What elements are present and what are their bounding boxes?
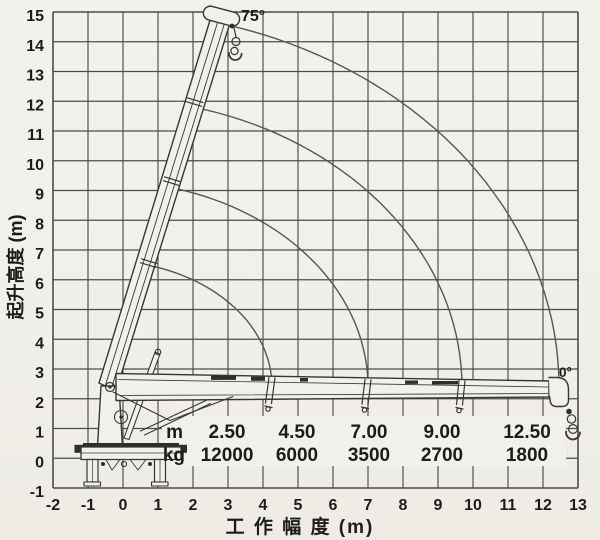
horizontal-boom-lines bbox=[117, 379, 550, 396]
hook-0-pin bbox=[566, 408, 572, 415]
boom-tip-arc bbox=[146, 264, 273, 388]
y-tick-label: 12 bbox=[26, 97, 44, 114]
table-radius-value: 2.50 bbox=[209, 422, 246, 443]
table-load-value: 3500 bbox=[348, 445, 390, 466]
base-detail-hook bbox=[120, 460, 128, 468]
x-tick-label: 4 bbox=[259, 497, 268, 514]
horizontal-boom-head bbox=[548, 376, 570, 408]
table-radius-value: 7.00 bbox=[351, 422, 388, 443]
labels: 75° 0° 工 作 幅 度 (m) 起升高度 (m) m kg -2 -1 0 1 2… bbox=[5, 8, 587, 538]
outrigger-foot-left bbox=[83, 481, 102, 487]
turret-bearing bbox=[113, 409, 129, 425]
outrigger-foot-right bbox=[150, 481, 169, 487]
hook-0-shackle bbox=[566, 414, 577, 424]
y-tick-label: 5 bbox=[35, 306, 44, 323]
table-background bbox=[162, 416, 566, 466]
x-tick-label: 9 bbox=[434, 497, 443, 514]
boom-head-sheave-icon bbox=[229, 23, 235, 29]
x-tick-label: -2 bbox=[46, 497, 60, 514]
x-tick-label: 1 bbox=[154, 497, 163, 514]
x-tick-label: 0 bbox=[119, 497, 128, 514]
boom-tip-arcs bbox=[146, 24, 560, 388]
truck-base bbox=[74, 443, 187, 487]
turret-bearing-center bbox=[119, 415, 123, 419]
x-axis-title: 工 作 幅 度 (m) bbox=[226, 515, 375, 538]
lift-cylinder-pin bbox=[154, 348, 162, 356]
boom-section-marks bbox=[211, 375, 458, 385]
x-tick-label: 12 bbox=[534, 497, 552, 514]
y-tick-label: 13 bbox=[26, 68, 44, 85]
y-tick-label: 15 bbox=[26, 8, 44, 25]
hook-0-sheave bbox=[567, 424, 578, 435]
table-load-value: 6000 bbox=[276, 445, 318, 466]
boom-tip-arc bbox=[168, 186, 369, 388]
crane-drawing bbox=[74, 5, 581, 487]
y-tick-label: 14 bbox=[26, 38, 44, 55]
table-load-label: kg bbox=[163, 445, 185, 466]
table-radius-value: 12.50 bbox=[503, 422, 551, 443]
raised-boom-head bbox=[202, 5, 241, 27]
boom-tip-arc bbox=[191, 105, 463, 388]
table-radius-label: m bbox=[166, 422, 183, 443]
x-tick-label: 5 bbox=[294, 497, 303, 514]
x-tick-label: 6 bbox=[329, 497, 338, 514]
y-axis-title: 起升高度 (m) bbox=[5, 215, 26, 321]
x-tick-label: -1 bbox=[81, 497, 95, 514]
hook-75-icon bbox=[228, 52, 243, 61]
table-radius-value: 4.50 bbox=[279, 422, 316, 443]
hook-75-link bbox=[233, 27, 237, 38]
table-load-value: 1800 bbox=[506, 445, 548, 466]
hook-75-sheave bbox=[230, 46, 239, 56]
hook-75-shackle bbox=[231, 36, 241, 47]
raised-boom-joint-marks bbox=[139, 97, 204, 268]
boom-tip-arc bbox=[227, 24, 560, 388]
x-tick-label: 8 bbox=[399, 497, 408, 514]
x-tick-label: 2 bbox=[189, 497, 198, 514]
y-tick-label: 10 bbox=[26, 157, 44, 174]
y-tick-label: 9 bbox=[35, 187, 44, 204]
x-tick-label: 10 bbox=[464, 497, 482, 514]
hook-0-icon bbox=[565, 430, 581, 441]
x-tick-label: 7 bbox=[364, 497, 373, 514]
extension-cylinder bbox=[139, 399, 212, 436]
x-tick-label: 11 bbox=[500, 497, 517, 514]
y-tick-label: 6 bbox=[35, 276, 44, 293]
y-tick-label: 4 bbox=[35, 335, 44, 352]
y-tick-label: 7 bbox=[35, 246, 44, 263]
angle-max-label: 75° bbox=[241, 8, 265, 25]
capacity-values: 2.50 4.50 7.00 9.00 12.50 12000 6000 3500 2700 18… bbox=[201, 422, 551, 466]
table-radius-value: 9.00 bbox=[424, 422, 461, 443]
x-tick-labels: -2 -1 0 1 2 3 4 5 6 7 8 9 10 11 12 13 bbox=[46, 497, 587, 514]
y-tick-label: 11 bbox=[27, 127, 44, 144]
pivot-pin bbox=[104, 381, 116, 393]
boom-extension-clamps bbox=[264, 376, 466, 414]
x-tick-label: 13 bbox=[569, 497, 587, 514]
table-load-value: 2700 bbox=[421, 445, 463, 466]
horizontal-boom bbox=[115, 372, 550, 402]
y-tick-label: 2 bbox=[35, 395, 44, 412]
x-tick-label: 3 bbox=[224, 497, 233, 514]
table-load-value: 12000 bbox=[201, 445, 254, 466]
y-tick-label: 8 bbox=[35, 216, 44, 233]
raised-boom-telescope-lines bbox=[105, 20, 225, 389]
pivot-pin-center bbox=[108, 385, 112, 389]
y-tick-label: 3 bbox=[35, 365, 44, 382]
y-tick-label: 1 bbox=[35, 425, 44, 442]
angle-min-label: 0° bbox=[559, 365, 572, 380]
y-tick-label: 0 bbox=[35, 454, 44, 471]
boom-support-brace bbox=[112, 391, 234, 422]
y-tick-label: -1 bbox=[30, 484, 44, 501]
